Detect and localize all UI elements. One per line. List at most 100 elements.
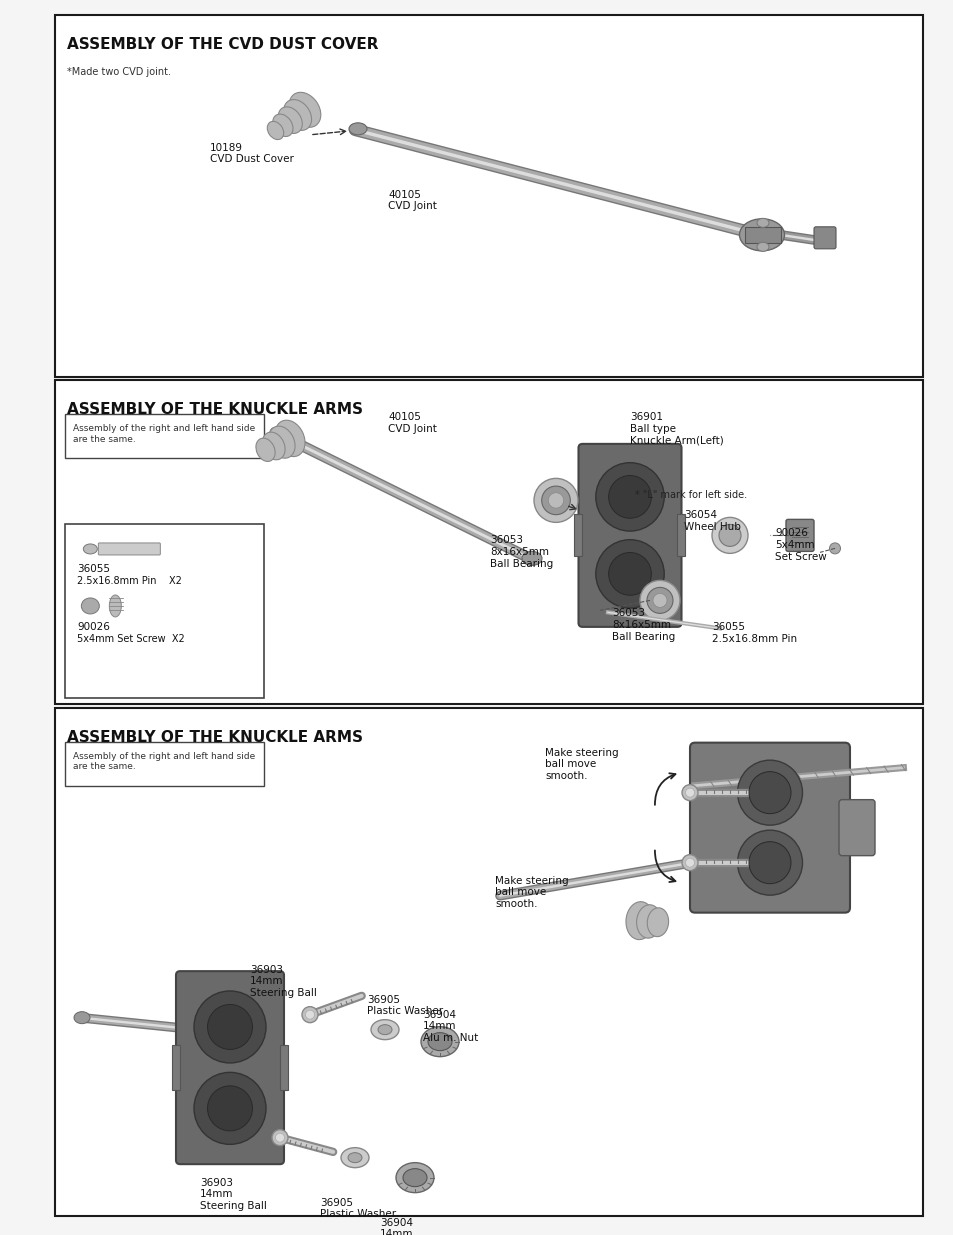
Text: 90026
5x4mm
Set Screw: 90026 5x4mm Set Screw bbox=[774, 529, 826, 562]
Text: ASSEMBLY OF THE KNUCKLE ARMS: ASSEMBLY OF THE KNUCKLE ARMS bbox=[68, 730, 363, 745]
Text: Make steering
ball move
smooth.: Make steering ball move smooth. bbox=[544, 747, 618, 781]
FancyBboxPatch shape bbox=[65, 742, 264, 785]
Ellipse shape bbox=[652, 593, 666, 608]
Ellipse shape bbox=[608, 552, 651, 595]
Text: 36905
Plastic Washer: 36905 Plastic Washer bbox=[367, 994, 442, 1016]
Ellipse shape bbox=[757, 219, 768, 227]
FancyBboxPatch shape bbox=[689, 742, 849, 913]
Text: 36903
14mm
Steering Ball: 36903 14mm Steering Ball bbox=[200, 1178, 267, 1210]
Ellipse shape bbox=[757, 242, 768, 251]
Ellipse shape bbox=[685, 858, 694, 867]
FancyBboxPatch shape bbox=[65, 524, 264, 698]
Ellipse shape bbox=[349, 122, 367, 135]
Ellipse shape bbox=[737, 761, 801, 825]
Ellipse shape bbox=[646, 588, 672, 614]
Ellipse shape bbox=[748, 772, 790, 814]
Ellipse shape bbox=[719, 525, 740, 546]
Text: 36901
Ball type
Knuckle Arm(Left): 36901 Ball type Knuckle Arm(Left) bbox=[629, 412, 723, 446]
Bar bbox=[172, 1046, 180, 1089]
Ellipse shape bbox=[395, 1162, 434, 1193]
Ellipse shape bbox=[267, 121, 283, 140]
Bar bbox=[574, 515, 582, 557]
Ellipse shape bbox=[275, 1134, 284, 1142]
Ellipse shape bbox=[428, 1032, 452, 1051]
Text: 5x4mm Set Screw  X2: 5x4mm Set Screw X2 bbox=[77, 634, 185, 643]
Ellipse shape bbox=[269, 426, 294, 458]
Ellipse shape bbox=[377, 1025, 392, 1035]
FancyBboxPatch shape bbox=[98, 543, 160, 555]
Text: ASSEMBLY OF THE CVD DUST COVER: ASSEMBLY OF THE CVD DUST COVER bbox=[68, 37, 378, 52]
Ellipse shape bbox=[193, 990, 266, 1063]
Ellipse shape bbox=[711, 517, 747, 553]
Text: 36055
2.5x16.8mm Pin: 36055 2.5x16.8mm Pin bbox=[711, 622, 797, 643]
Text: 36905
Plastic Washer: 36905 Plastic Washer bbox=[319, 1198, 395, 1219]
Ellipse shape bbox=[737, 830, 801, 895]
Text: *Made two CVD joint.: *Made two CVD joint. bbox=[68, 67, 172, 77]
FancyBboxPatch shape bbox=[175, 971, 284, 1165]
Ellipse shape bbox=[208, 1086, 253, 1131]
Ellipse shape bbox=[681, 855, 698, 871]
Ellipse shape bbox=[596, 540, 663, 608]
Text: Assembly of the right and left hand side
are the same.: Assembly of the right and left hand side… bbox=[73, 425, 255, 443]
Ellipse shape bbox=[685, 788, 694, 797]
Text: * "L" mark for left side.: * "L" mark for left side. bbox=[635, 490, 746, 500]
Ellipse shape bbox=[534, 478, 578, 522]
Ellipse shape bbox=[748, 842, 790, 884]
Text: 90026: 90026 bbox=[77, 622, 111, 632]
Ellipse shape bbox=[255, 438, 274, 462]
Text: 36055: 36055 bbox=[77, 564, 111, 574]
FancyBboxPatch shape bbox=[838, 799, 874, 856]
Ellipse shape bbox=[83, 543, 97, 555]
Ellipse shape bbox=[681, 784, 698, 800]
Ellipse shape bbox=[305, 1010, 314, 1019]
Ellipse shape bbox=[596, 463, 663, 531]
FancyBboxPatch shape bbox=[785, 520, 813, 551]
Ellipse shape bbox=[739, 219, 783, 251]
Ellipse shape bbox=[81, 598, 99, 614]
Ellipse shape bbox=[608, 475, 651, 519]
Text: ASSEMBLY OF THE KNUCKLE ARMS: ASSEMBLY OF THE KNUCKLE ARMS bbox=[68, 403, 363, 417]
Ellipse shape bbox=[302, 1007, 317, 1023]
Text: 36054
Wheel Hub: 36054 Wheel Hub bbox=[683, 510, 740, 532]
Ellipse shape bbox=[340, 1147, 369, 1167]
Ellipse shape bbox=[548, 493, 563, 508]
Text: 10189
CVD Dust Cover: 10189 CVD Dust Cover bbox=[210, 143, 294, 164]
Ellipse shape bbox=[639, 580, 679, 620]
Text: 36904
14mm
Alu m. Nut: 36904 14mm Alu m. Nut bbox=[379, 1218, 435, 1235]
Text: 2.5x16.8mm Pin    X2: 2.5x16.8mm Pin X2 bbox=[77, 576, 182, 585]
Bar bbox=[55, 708, 923, 1216]
Text: 36904
14mm
Alu m. Nut: 36904 14mm Alu m. Nut bbox=[422, 1010, 477, 1042]
Text: 40105
CVD Joint: 40105 CVD Joint bbox=[388, 190, 436, 211]
Text: Assembly of the right and left hand side
are the same.: Assembly of the right and left hand side… bbox=[73, 752, 255, 771]
Ellipse shape bbox=[273, 114, 293, 137]
Ellipse shape bbox=[208, 1004, 253, 1050]
Text: 40105
CVD Joint: 40105 CVD Joint bbox=[388, 412, 436, 433]
FancyBboxPatch shape bbox=[813, 227, 835, 248]
Ellipse shape bbox=[371, 1020, 398, 1040]
Ellipse shape bbox=[289, 93, 320, 127]
Text: Make steering
ball move
smooth.: Make steering ball move smooth. bbox=[495, 876, 568, 909]
Ellipse shape bbox=[272, 1130, 288, 1146]
Ellipse shape bbox=[646, 908, 668, 936]
Ellipse shape bbox=[283, 100, 312, 131]
Ellipse shape bbox=[420, 1026, 458, 1057]
Bar bbox=[744, 227, 781, 243]
Ellipse shape bbox=[625, 902, 654, 940]
Text: 36053
8x16x5mm
Ball Bearing: 36053 8x16x5mm Ball Bearing bbox=[490, 536, 553, 568]
Ellipse shape bbox=[193, 1072, 266, 1145]
Ellipse shape bbox=[262, 432, 285, 459]
Bar bbox=[55, 15, 923, 377]
Ellipse shape bbox=[521, 551, 541, 566]
Ellipse shape bbox=[278, 107, 302, 133]
Ellipse shape bbox=[402, 1168, 427, 1187]
Ellipse shape bbox=[636, 905, 660, 939]
Ellipse shape bbox=[541, 487, 570, 515]
Bar bbox=[280, 1046, 288, 1089]
Text: 36053
8x16x5mm
Ball Bearing: 36053 8x16x5mm Ball Bearing bbox=[612, 609, 675, 641]
FancyBboxPatch shape bbox=[578, 443, 680, 627]
Ellipse shape bbox=[274, 420, 305, 457]
Bar bbox=[677, 515, 685, 557]
Ellipse shape bbox=[74, 1011, 90, 1024]
Text: 36903
14mm
Steering Ball: 36903 14mm Steering Ball bbox=[250, 965, 316, 998]
Ellipse shape bbox=[110, 595, 121, 618]
